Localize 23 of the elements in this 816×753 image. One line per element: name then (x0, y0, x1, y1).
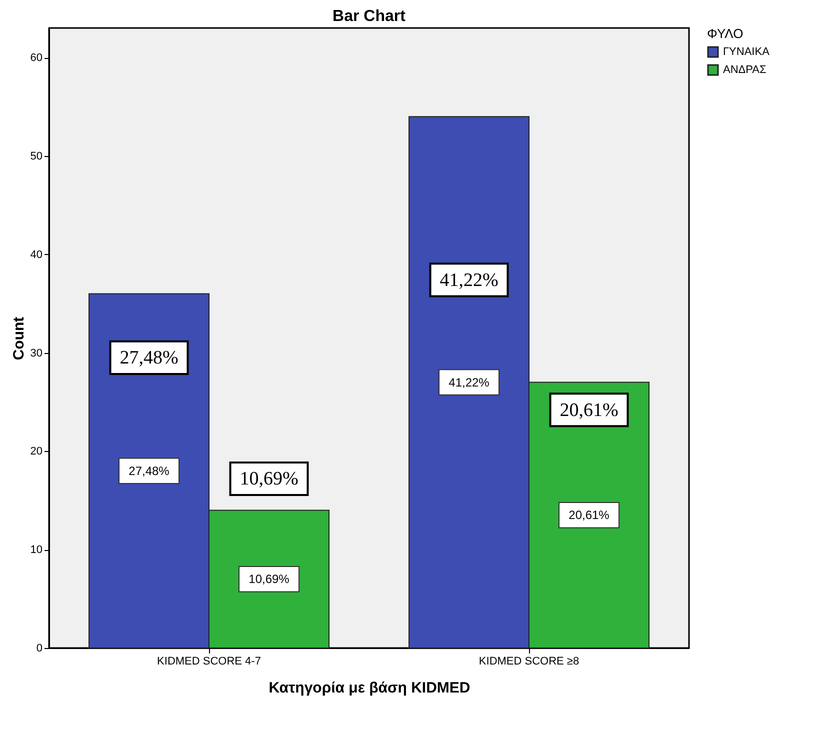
annotation: 41,22% (448, 375, 490, 390)
legend-label: ΓΥΝΑΙΚΑ (723, 46, 770, 58)
legend-title: ΦΥΛΟ (707, 26, 744, 41)
x-axis-title: Κατηγορία με βάση KIDMED (268, 680, 470, 696)
y-tick-label: 30 (30, 347, 42, 360)
y-tick-label: 10 (30, 544, 42, 556)
x-tick-label: KIDMED SCORE 4-7 (157, 656, 261, 668)
legend-label: ΑΝΔΡΑΣ (723, 64, 766, 76)
y-axis-title: Count (10, 316, 28, 360)
y-tick-label: 40 (30, 248, 42, 261)
x-tick-label: KIDMED SCORE ≥8 (478, 656, 580, 668)
annotation: 20,61% (568, 508, 610, 522)
annotation: 20,61% (560, 400, 618, 421)
annotation: 41,22% (440, 270, 498, 291)
chart-title: Bar Chart (332, 8, 406, 25)
y-tick-label: 0 (36, 642, 42, 654)
annotation: 10,69% (240, 468, 298, 490)
annotation: 27,48% (120, 348, 178, 369)
y-tick-label: 60 (30, 52, 42, 64)
annotation: 27,48% (128, 464, 170, 478)
annotation: 10,69% (248, 572, 290, 586)
y-tick-label: 20 (30, 446, 42, 458)
y-tick-label: 50 (30, 150, 42, 162)
